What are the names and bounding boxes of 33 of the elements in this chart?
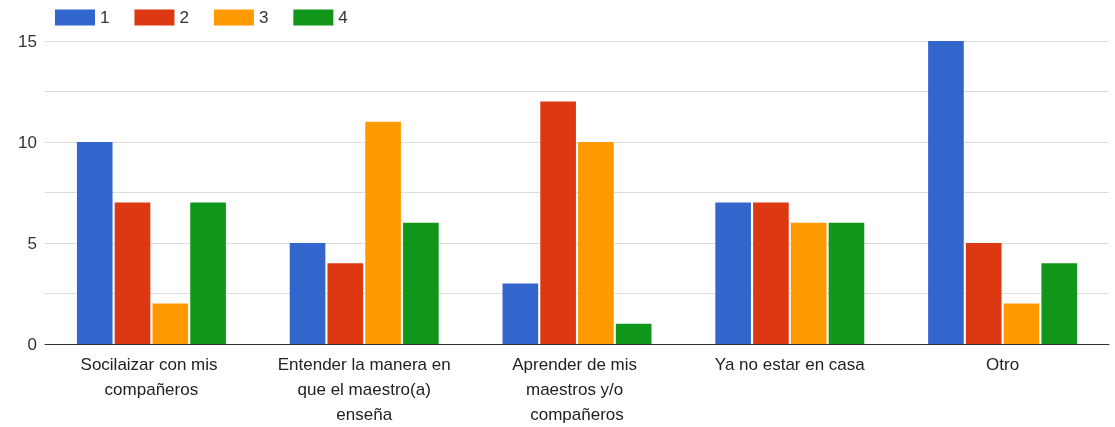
bar xyxy=(327,263,364,344)
y-tick-label: 15 xyxy=(18,31,37,51)
bar xyxy=(928,41,964,344)
bar xyxy=(540,101,576,344)
bar xyxy=(828,222,865,344)
bar xyxy=(715,202,751,344)
x-tick-label: Aprender de mis maestros y/o compañeros xyxy=(512,355,642,424)
legend-label: 2 xyxy=(179,8,189,27)
bar xyxy=(289,243,326,344)
bar xyxy=(114,202,151,344)
bar xyxy=(365,121,401,344)
bar xyxy=(76,142,113,344)
x-tick-label: Ya no estar en casa xyxy=(714,355,866,374)
bar xyxy=(965,243,1002,344)
bar xyxy=(790,222,827,344)
bar xyxy=(152,303,189,344)
bar xyxy=(578,142,614,344)
x-tick-label: Entender la manera en que el maestro(a) enseña xyxy=(277,355,451,424)
bar xyxy=(190,202,226,344)
legend-label: 4 xyxy=(338,8,348,27)
x-tick-label: Otro xyxy=(986,355,1020,374)
y-tick-label: 5 xyxy=(27,233,37,253)
legend-label: 1 xyxy=(100,8,110,27)
bar xyxy=(403,222,439,344)
bar xyxy=(615,323,652,344)
legend-label: 3 xyxy=(258,8,269,27)
bar xyxy=(1041,263,1078,344)
bar xyxy=(1003,303,1040,344)
x-tick-label: Socilaizar con mis compañeros xyxy=(80,355,223,399)
bar xyxy=(502,283,539,344)
y-tick-label: 0 xyxy=(27,334,37,354)
bar xyxy=(753,202,789,344)
y-tick-label: 10 xyxy=(18,132,37,152)
